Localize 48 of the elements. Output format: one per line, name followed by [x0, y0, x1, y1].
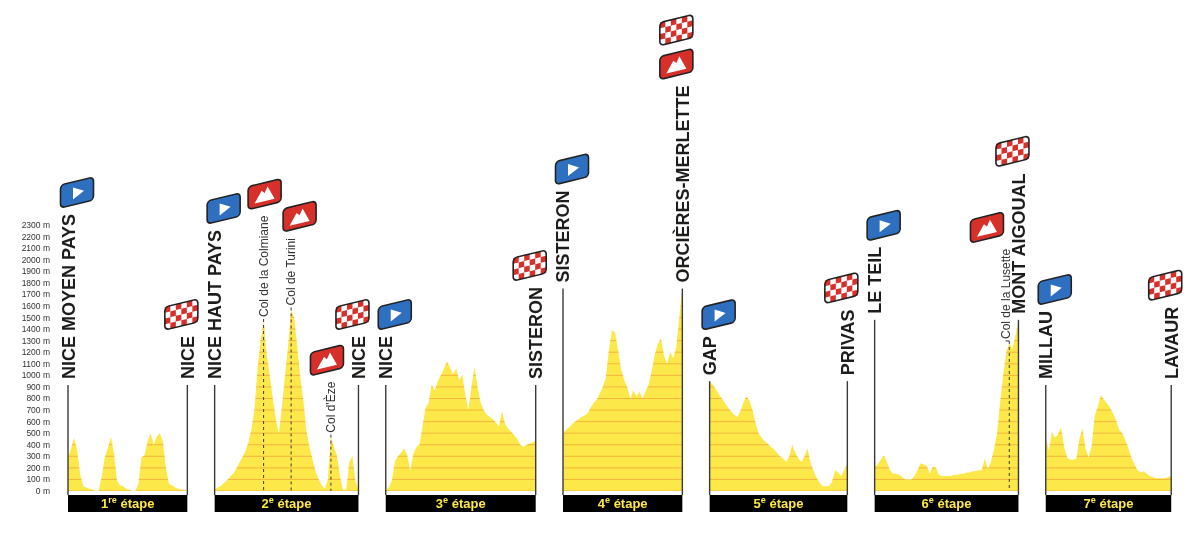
x-tick-label: SISTERON	[553, 190, 574, 283]
y-tick-label: 1400 m	[21, 324, 50, 335]
x-axis-title: 1$^{re}$ étape	[100, 495, 155, 511]
y-tick-label: 100 m	[26, 474, 50, 485]
x-axis-title: 2$^{e}$ étape	[261, 495, 312, 511]
x-axis-title: 5$^{e}$ étape	[753, 495, 804, 511]
y-tick-label: 1500 m	[21, 312, 50, 323]
y-tick-label: 200 m	[26, 462, 50, 473]
x-tick-label: NICE	[376, 335, 397, 379]
annotation: Col de la Colmiane	[256, 215, 271, 317]
y-tick-label: 400 m	[26, 439, 50, 450]
y-tick-label: 1600 m	[21, 300, 50, 311]
y-tick-label: 800 m	[26, 393, 50, 404]
x-tick-label: SISTERON	[526, 286, 547, 379]
y-tick-label: 1800 m	[21, 277, 50, 288]
y-tick-label: 500 m	[26, 428, 50, 439]
x-axis-title: 6$^{e}$ étape	[921, 495, 972, 511]
x-axis-title: 7$^{e}$ étape	[1083, 495, 1134, 511]
y-tick-label: 1200 m	[21, 347, 50, 358]
x-axis-title: 3$^{e}$ étape	[435, 495, 486, 511]
y-tick-label: 2300 m	[21, 220, 50, 230]
annotation: Col de la Lusette	[998, 248, 1013, 339]
y-tick-label: 600 m	[26, 416, 50, 427]
y-tick-label: 1100 m	[22, 358, 50, 369]
y-tick-label: 300 m	[26, 451, 50, 462]
y-tick-label: 2200 m	[21, 231, 50, 242]
x-tick-label: ORCIÈRES-MERLETTE	[671, 85, 693, 283]
annotation: Col d'Èze	[323, 381, 339, 433]
y-tick-label: 700 m	[26, 405, 50, 416]
y-tick-label: 900 m	[26, 381, 50, 392]
y-tick-label: 2100 m	[21, 243, 50, 254]
y-tick-label: 1300 m	[21, 335, 50, 346]
x-tick-label: PRIVAS	[837, 309, 858, 376]
x-tick-label: NICE	[348, 335, 369, 379]
x-tick-label: MILLAU	[1036, 311, 1057, 379]
x-tick-label: NICE MOYEN PAYS	[58, 213, 79, 379]
x-tick-label: NICE HAUT PAYS	[205, 229, 226, 379]
x-axis-title: 4$^{e}$ étape	[597, 495, 648, 511]
y-tick-label: 0 m	[35, 486, 50, 496]
y-tick-label: 1900 m	[21, 266, 50, 277]
y-tick-label: 1000 m	[21, 370, 50, 381]
x-tick-label: GAP	[700, 336, 721, 376]
x-tick-label: LE TEIL	[865, 246, 886, 314]
y-tick-label: 1700 m	[21, 289, 50, 300]
y-tick-label: 2000 m	[21, 254, 50, 265]
x-tick-label: NICE	[177, 335, 198, 379]
annotation: Col de Turini	[284, 238, 299, 306]
x-tick-label: LAVAUR	[1161, 306, 1182, 379]
